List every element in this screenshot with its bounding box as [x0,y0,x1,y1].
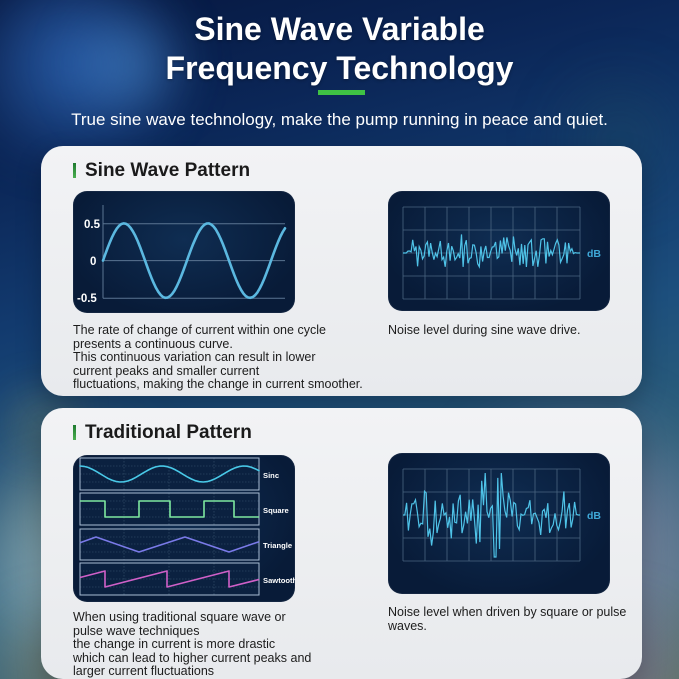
svg-text:0.5: 0.5 [84,219,101,231]
svg-text:Triangle: Triangle [263,541,292,550]
svg-text:-0.5: -0.5 [77,293,97,305]
svg-text:Sinc: Sinc [263,471,279,480]
svg-text:Sawtooth: Sawtooth [263,576,295,585]
svg-text:0: 0 [90,256,96,268]
svg-text:dB: dB [587,248,601,260]
svg-text:Square: Square [263,506,289,515]
svg-text:dB: dB [587,510,601,522]
